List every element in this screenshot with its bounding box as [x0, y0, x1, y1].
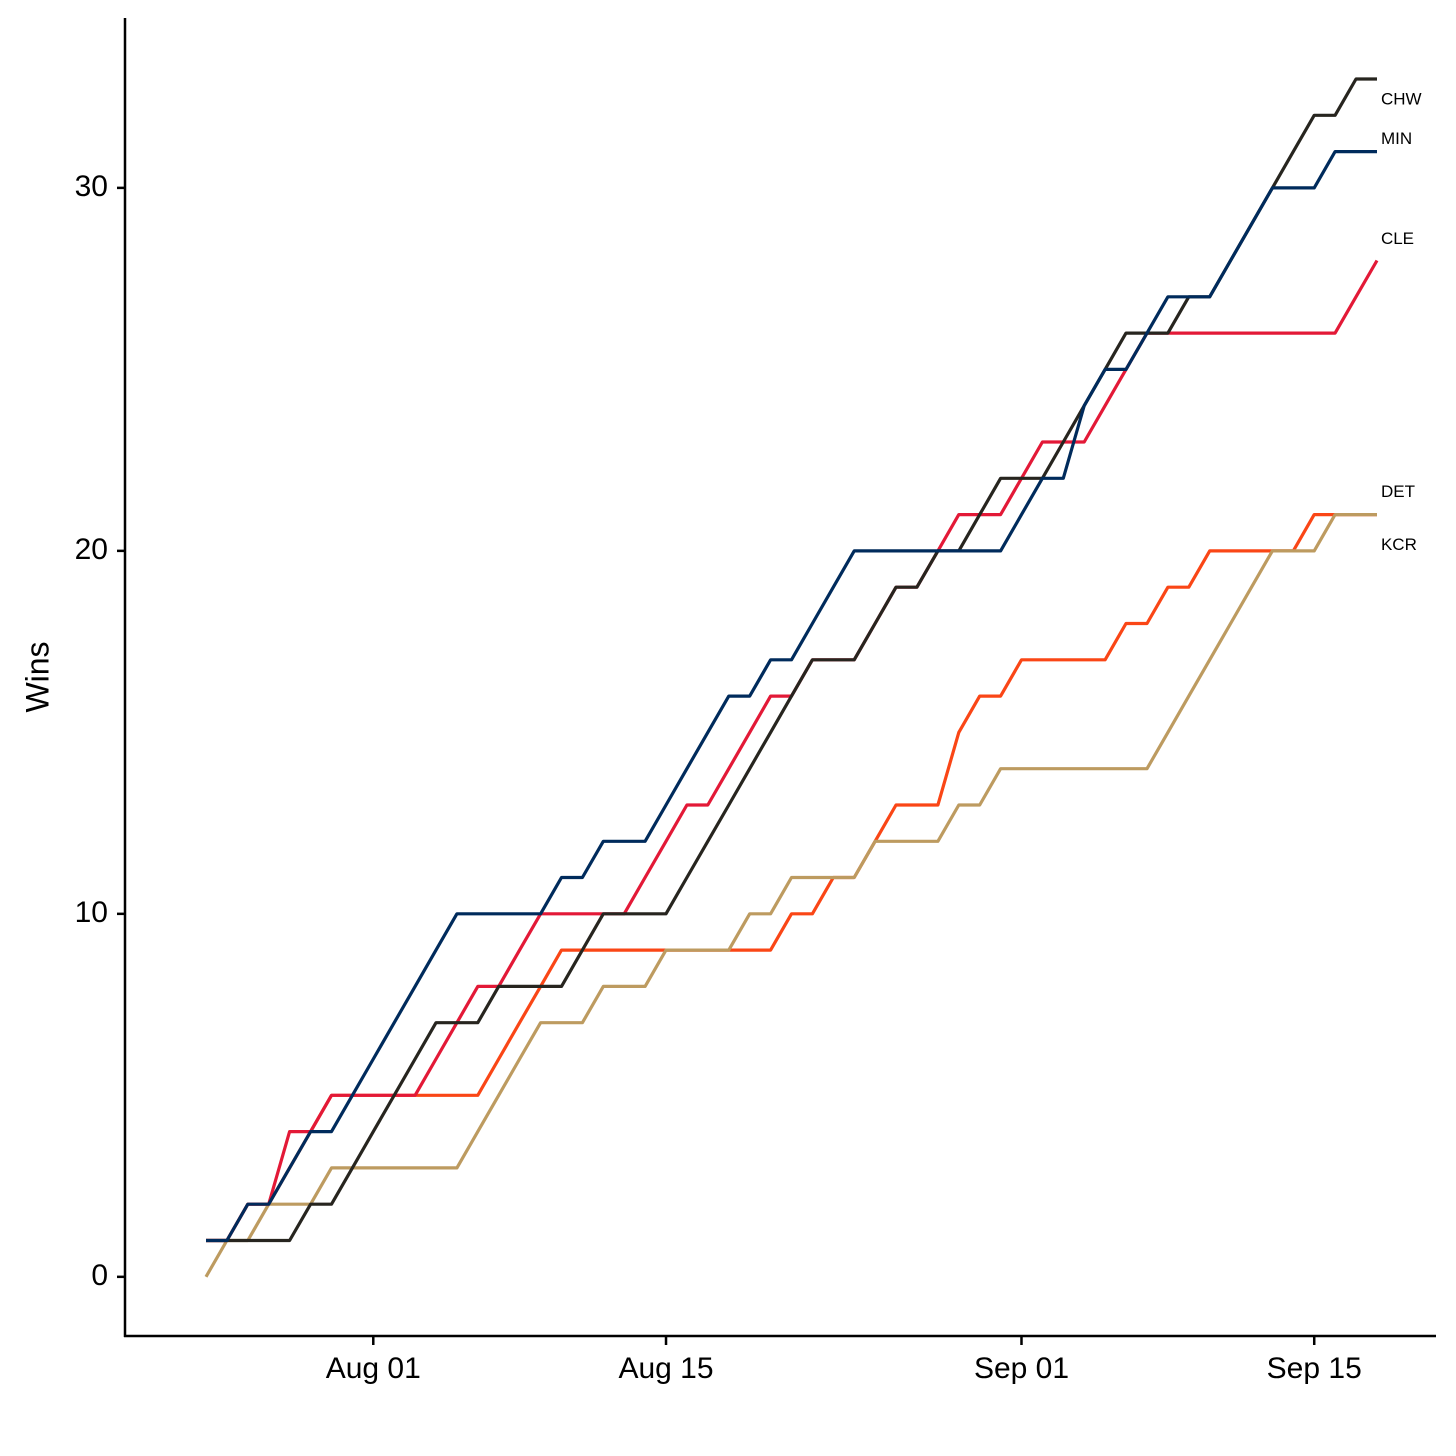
series-line: [204, 513, 1377, 1278]
series-label: KCR: [1381, 535, 1417, 554]
series-line: [206, 259, 1379, 1243]
y-axis-title: Wins: [19, 641, 55, 712]
y-tick-label: 20: [75, 533, 108, 566]
y-tick-label: 10: [75, 896, 108, 929]
series-label: CHW: [1381, 89, 1422, 108]
series-label: CLE: [1381, 229, 1414, 248]
x-tick-label: Aug 01: [326, 1352, 421, 1385]
x-tick-label: Aug 15: [618, 1352, 713, 1385]
series-line: [206, 77, 1377, 1243]
x-tick-label: Sep 01: [974, 1352, 1069, 1385]
y-tick-label: 30: [75, 170, 108, 203]
series-label: DET: [1381, 482, 1415, 501]
x-tick-label: Sep 15: [1267, 1352, 1362, 1385]
series-label: MIN: [1381, 129, 1412, 148]
series-line: [206, 150, 1377, 1243]
y-tick-label: 0: [91, 1259, 108, 1292]
